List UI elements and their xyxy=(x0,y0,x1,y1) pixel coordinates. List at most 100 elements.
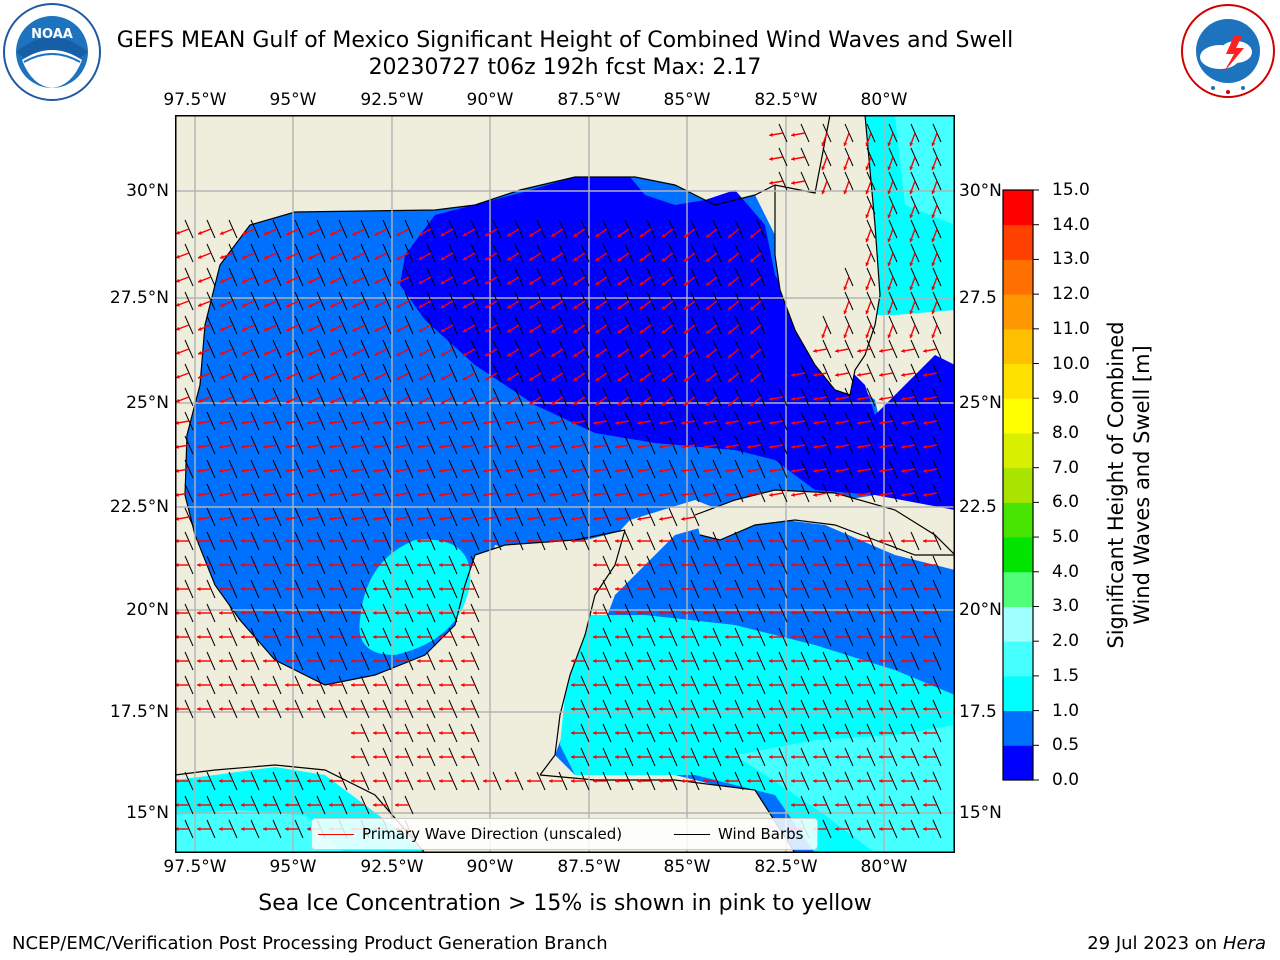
wave-direction-arrowhead xyxy=(242,279,247,283)
wave-direction-arrowhead xyxy=(175,610,179,616)
wave-direction-arrowhead xyxy=(791,634,795,640)
wave-direction-arrowhead xyxy=(307,610,311,616)
wave-direction-arrowhead xyxy=(351,634,355,640)
wave-direction-arrowhead xyxy=(725,706,729,712)
wave-direction-arrowhead xyxy=(263,634,267,640)
wave-direction-arrowhead xyxy=(931,142,936,147)
wave-direction-arrowhead xyxy=(909,238,914,243)
wave-direction-arrowhead xyxy=(439,682,443,688)
wave-direction-arrowhead xyxy=(879,778,883,784)
wave-direction-arrowhead xyxy=(659,492,663,497)
wave-direction-arrowhead xyxy=(595,329,600,333)
wave-direction-arrowhead xyxy=(909,214,914,219)
legend-item-wind: Wind Barbs xyxy=(674,819,803,849)
wave-direction-arrowhead xyxy=(617,401,622,406)
wave-direction-arrowhead xyxy=(813,586,817,592)
wave-direction-arrowhead xyxy=(593,778,597,784)
wave-direction-arrowhead xyxy=(439,420,443,425)
wave-direction-arrowhead xyxy=(595,353,600,357)
wave-direction-arrowhead xyxy=(329,562,333,568)
wave-direction-arrowhead xyxy=(461,468,465,473)
wave-direction-arrowhead xyxy=(931,214,936,219)
wave-direction-arrowhead xyxy=(439,562,443,568)
wave-direction-arrowhead xyxy=(571,730,575,736)
wave-direction-arrowhead xyxy=(373,802,377,808)
wave-direction-arrowhead xyxy=(461,658,465,664)
wave-direction-arrowhead xyxy=(637,444,641,449)
wave-direction-arrowhead xyxy=(617,329,622,334)
wave-direction-arrowhead xyxy=(639,353,644,358)
wave-direction-arrowhead xyxy=(909,262,914,267)
wave-direction-arrowhead xyxy=(901,658,905,664)
wave-direction-arrowhead xyxy=(728,330,733,334)
wave-direction-arrowhead xyxy=(263,778,267,784)
colorbar-tick-label: 5.0 xyxy=(1052,527,1080,548)
wave-direction-arrowhead xyxy=(705,377,710,382)
wave-direction-arrowhead xyxy=(417,492,421,497)
wave-direction-arrowhead xyxy=(747,562,751,568)
wave-direction-arrowhead xyxy=(857,492,861,497)
wave-direction-arrowhead xyxy=(857,706,861,712)
wave-direction-arrowhead xyxy=(879,468,883,473)
wave-direction-arrowhead xyxy=(308,399,313,404)
wave-direction-arrowhead xyxy=(909,286,914,291)
wave-direction-arrowhead xyxy=(573,281,578,285)
wave-direction-arrowhead xyxy=(887,238,892,243)
wave-direction-arrowhead xyxy=(659,658,663,664)
wave-direction-arrowhead xyxy=(439,492,443,497)
wave-direction-arrowhead xyxy=(865,310,870,315)
wave-direction-arrowhead xyxy=(593,444,597,449)
wave-direction-arrowhead xyxy=(747,586,751,592)
wave-direction-arrowhead xyxy=(659,706,663,712)
wave-direction-arrowhead xyxy=(507,376,512,381)
colorbar-segment xyxy=(1003,571,1033,607)
wave-direction-arrowhead xyxy=(242,327,247,331)
wave-direction-arrowhead xyxy=(285,516,289,521)
wave-direction-arrowhead xyxy=(813,468,817,473)
wave-direction-arrowhead xyxy=(551,233,556,237)
wave-direction-arrowhead xyxy=(813,562,817,568)
wave-direction-arrowhead xyxy=(791,492,795,497)
wave-direction-arrowhead xyxy=(175,658,179,664)
wave-direction-arrowhead xyxy=(241,444,245,449)
wave-direction-arrowhead xyxy=(505,468,509,473)
wave-direction-arrowhead xyxy=(285,682,289,688)
wave-direction-arrowhead xyxy=(505,778,509,784)
wave-direction-arrowhead xyxy=(725,492,729,497)
wave-direction-arrowhead xyxy=(418,328,423,332)
wave-direction-arrowhead xyxy=(659,730,663,736)
wave-direction-arrowhead xyxy=(617,257,622,262)
gulf-wave-height-0-0p5 xyxy=(400,177,955,510)
wave-direction-arrowhead xyxy=(725,444,729,449)
wave-direction-arrowhead xyxy=(661,257,666,262)
wave-direction-arrowhead xyxy=(661,377,666,382)
wave-direction-arrowhead xyxy=(285,778,289,784)
lon-tick-top: 97.5°W xyxy=(163,90,227,110)
wave-direction-arrowhead xyxy=(791,754,795,760)
wave-direction-arrowhead xyxy=(843,310,848,315)
colorbar-tick-label: 3.0 xyxy=(1052,596,1080,617)
wave-direction-arrowhead xyxy=(440,352,445,356)
wave-direction-arrowhead xyxy=(769,730,773,736)
wave-direction-arrowhead xyxy=(901,778,905,784)
wave-direction-arrowhead xyxy=(440,232,445,236)
wave-direction-arrowhead xyxy=(264,399,269,404)
wave-direction-arrowhead xyxy=(263,682,267,688)
wave-direction-arrowhead xyxy=(813,754,817,760)
wave-direction-arrowhead xyxy=(241,586,245,592)
wave-direction-arrowhead xyxy=(571,492,575,497)
wave-direction-arrowhead xyxy=(791,802,795,808)
wave-direction-arrowhead xyxy=(725,682,729,688)
wave-direction-arrowhead xyxy=(242,375,247,379)
wave-direction-arrowhead xyxy=(637,492,641,497)
lon-tick-bottom: 92.5°W xyxy=(360,857,424,877)
wave-direction-arrowhead xyxy=(352,279,357,284)
wave-direction-arrowhead xyxy=(175,802,179,808)
wave-direction-arrowhead xyxy=(901,348,905,353)
wave-direction-arrowhead xyxy=(887,262,892,267)
wave-direction-arrowhead xyxy=(285,706,289,712)
wave-direction-arrowhead xyxy=(351,444,355,449)
wave-direction-arrowhead xyxy=(728,402,733,406)
wave-direction-arrowhead xyxy=(197,802,201,808)
wave-direction-arrowhead xyxy=(507,352,512,357)
